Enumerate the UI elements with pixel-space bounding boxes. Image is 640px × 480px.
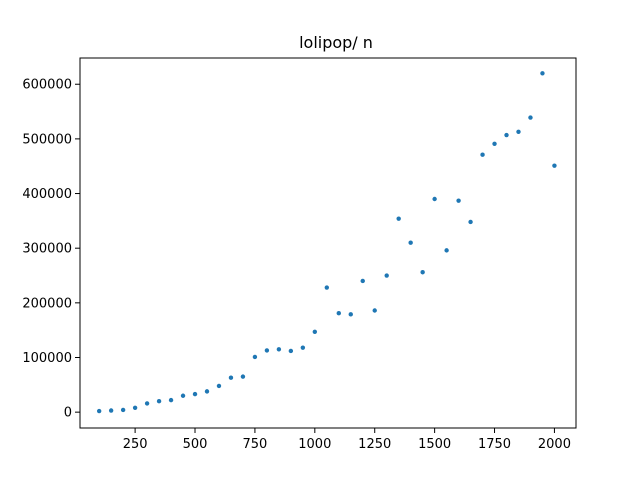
data-point	[300, 345, 306, 350]
data-points	[96, 71, 557, 414]
data-point	[252, 354, 258, 360]
y-tick-label: 200000	[22, 296, 72, 311]
y-tick-label: 300000	[22, 242, 72, 257]
data-point	[348, 312, 353, 317]
data-point	[528, 115, 533, 120]
data-point	[228, 375, 234, 380]
data-point	[408, 240, 413, 245]
data-point	[144, 401, 150, 406]
data-point	[432, 196, 437, 202]
data-point	[396, 216, 401, 221]
y-tick-label: 500000	[22, 132, 72, 147]
data-point	[516, 129, 521, 134]
x-tick-label: 750	[243, 437, 268, 452]
data-point	[360, 278, 365, 284]
plot-frame	[79, 57, 577, 429]
data-point	[456, 198, 461, 203]
data-point	[420, 270, 425, 275]
data-point	[384, 273, 389, 278]
data-point	[312, 329, 318, 335]
data-point	[540, 71, 545, 76]
data-point	[180, 393, 186, 398]
data-point	[168, 397, 174, 403]
data-point	[372, 308, 377, 313]
data-point	[240, 374, 246, 379]
data-point	[216, 383, 222, 389]
data-point	[132, 405, 138, 410]
y-tick-label: 400000	[22, 187, 72, 202]
y-tick-label: 0	[64, 406, 72, 421]
x-tick-label: 2000	[538, 437, 571, 452]
data-point	[108, 408, 114, 413]
data-point	[276, 347, 282, 352]
y-tick-label: 100000	[22, 351, 72, 366]
data-point	[504, 132, 509, 138]
data-point	[264, 348, 270, 353]
data-point	[288, 348, 294, 354]
data-point	[492, 141, 497, 147]
y-tick-label: 600000	[22, 78, 72, 93]
x-tick-label: 1250	[358, 437, 391, 452]
chart-title: lolipop/ n	[299, 33, 373, 52]
data-point	[336, 311, 341, 316]
data-point	[324, 285, 330, 290]
data-point	[552, 163, 557, 168]
data-point	[204, 389, 210, 394]
x-tick-label: 1500	[418, 437, 451, 452]
x-tick-label: 500	[183, 437, 208, 452]
y-axis: 0 100000 200000 300000 400000 500000 600000	[22, 78, 80, 421]
data-point	[192, 391, 198, 397]
x-tick-label: 1000	[298, 437, 331, 452]
data-point	[120, 407, 126, 413]
data-point	[96, 408, 102, 414]
data-point	[480, 152, 485, 157]
x-tick-label: 1750	[478, 437, 511, 452]
data-point	[468, 219, 473, 225]
x-axis: 250 500 750 1000 1250 1500 1750 2000	[123, 428, 571, 452]
data-point	[444, 248, 449, 253]
data-point	[156, 399, 162, 404]
x-tick-label: 250	[123, 437, 148, 452]
